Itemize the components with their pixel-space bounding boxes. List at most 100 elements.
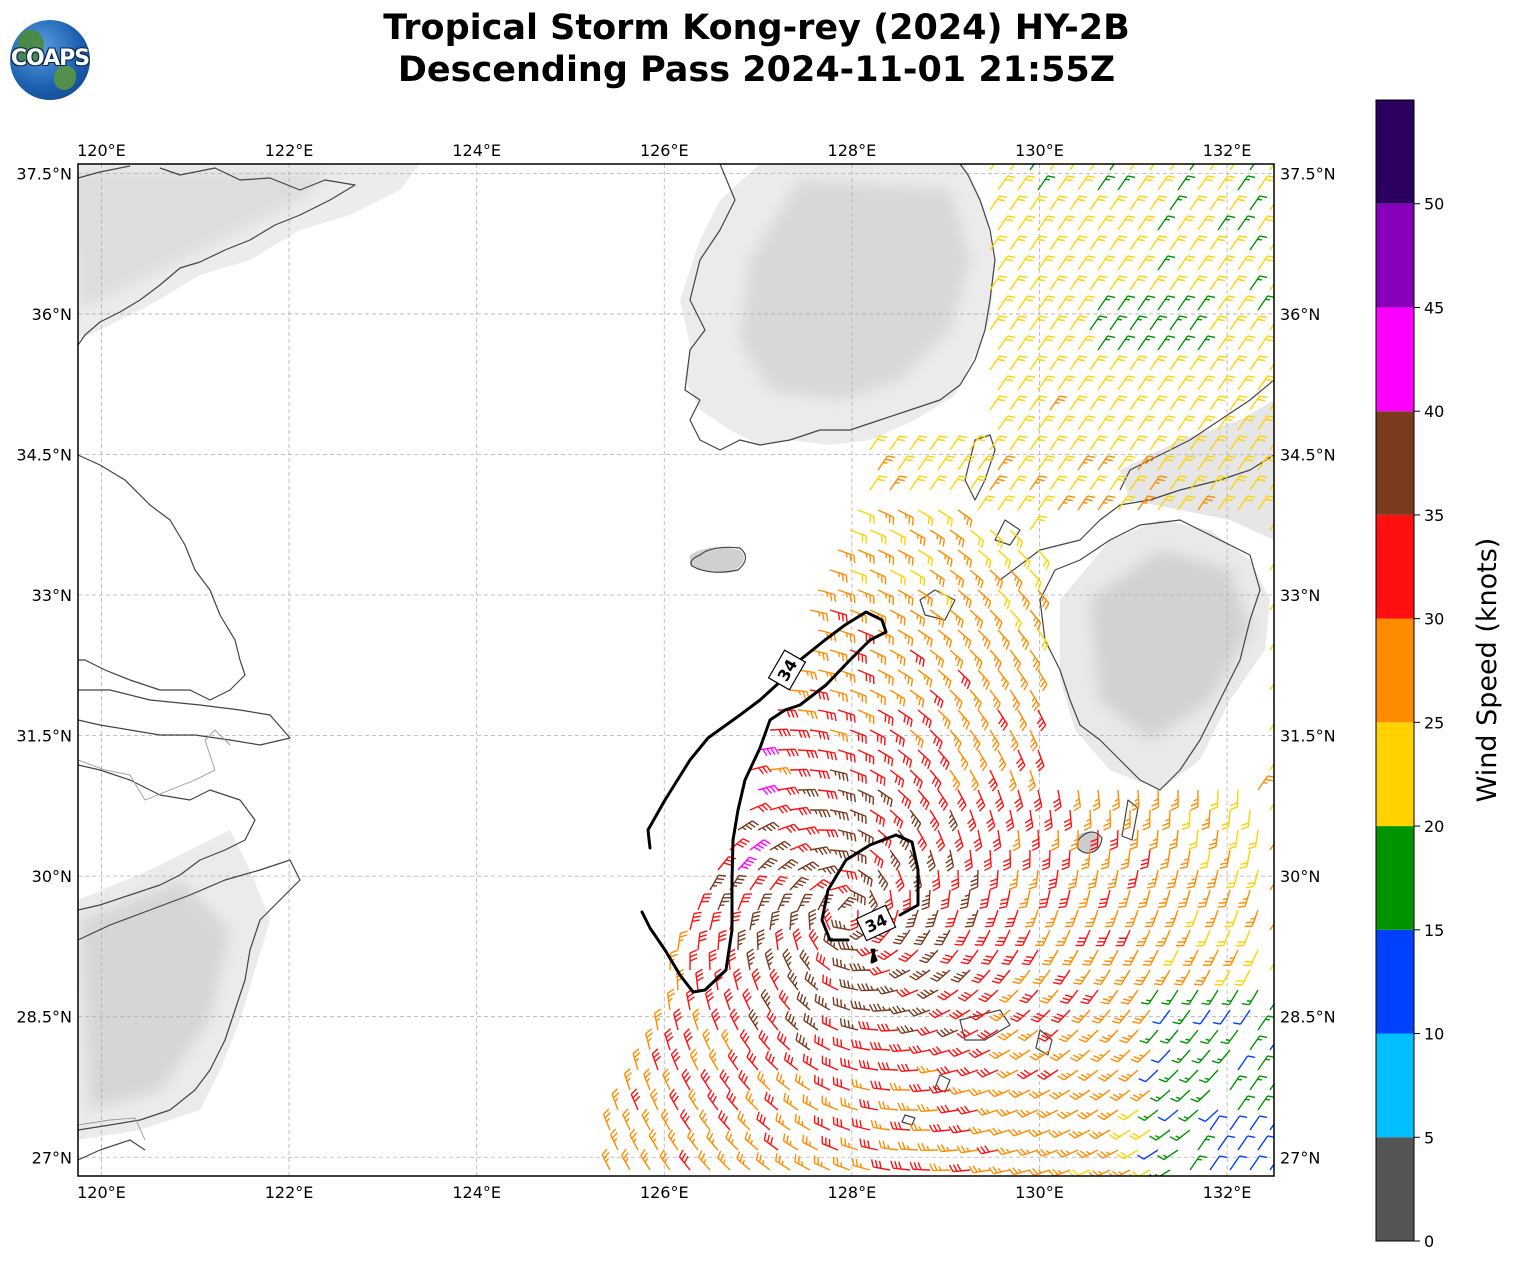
wind-barb bbox=[1109, 1089, 1131, 1102]
wind-barb bbox=[1035, 749, 1045, 772]
wind-barb bbox=[1229, 315, 1248, 331]
wind-barb bbox=[897, 1141, 919, 1151]
wind-barb bbox=[956, 1028, 979, 1039]
wind-barb bbox=[677, 930, 688, 951]
wind-barb bbox=[821, 1135, 839, 1151]
wind-barb bbox=[1077, 215, 1096, 231]
wind-barb bbox=[957, 509, 973, 528]
wind-barb bbox=[1005, 809, 1015, 832]
wind-barb bbox=[1097, 375, 1116, 391]
wind-barb bbox=[968, 1165, 991, 1174]
wind-barb bbox=[1229, 395, 1248, 411]
wind-barb bbox=[869, 849, 884, 869]
wind-barb bbox=[937, 749, 950, 771]
wind-barb bbox=[689, 911, 702, 931]
wind-barb bbox=[1029, 1049, 1051, 1061]
contour-34kt-west bbox=[640, 610, 888, 994]
wind-barb bbox=[936, 1104, 959, 1114]
wind-barb bbox=[1028, 1167, 1051, 1176]
wind-barb bbox=[789, 729, 811, 739]
wind-barb bbox=[1097, 295, 1116, 311]
wind-barb bbox=[1177, 455, 1196, 471]
wind-barb bbox=[688, 1088, 699, 1111]
wind-barb bbox=[977, 629, 991, 650]
wind-barb bbox=[1109, 275, 1128, 291]
wind-barb bbox=[789, 909, 799, 931]
lon-tick-label-top: 130°E bbox=[1015, 141, 1064, 160]
wind-barb bbox=[1069, 435, 1088, 451]
wind-barb bbox=[1161, 989, 1179, 1005]
wind-barb bbox=[1029, 275, 1048, 291]
wind-barb bbox=[957, 749, 969, 771]
wind-barb bbox=[1177, 1109, 1199, 1122]
wind-barb bbox=[1061, 849, 1071, 871]
wind-barb bbox=[1269, 995, 1274, 1011]
wind-barb bbox=[1229, 235, 1248, 251]
wind-barb bbox=[758, 1029, 771, 1051]
wind-barb bbox=[997, 1029, 1019, 1041]
wind-barb bbox=[1249, 1035, 1268, 1051]
wind-barb bbox=[1057, 255, 1076, 271]
wind-barb bbox=[1069, 395, 1088, 411]
wind-barb bbox=[813, 1155, 831, 1171]
wind-barb bbox=[1129, 395, 1148, 411]
wind-barb bbox=[766, 1009, 779, 1031]
wind-barb bbox=[1069, 1049, 1091, 1062]
wind-barb bbox=[1129, 164, 1141, 171]
wind-barb bbox=[1217, 255, 1236, 271]
wind-barb bbox=[949, 529, 965, 548]
wind-barb bbox=[989, 869, 999, 891]
wind-barb bbox=[1249, 435, 1268, 451]
wind-barb bbox=[799, 949, 811, 971]
wind-barb bbox=[1237, 495, 1256, 511]
wind-barb bbox=[1149, 435, 1168, 451]
lat-tick-label-left: 33°N bbox=[32, 586, 72, 605]
lon-tick-label-bottom: 132°E bbox=[1203, 1183, 1252, 1202]
lat-tick-label-right: 30°N bbox=[1280, 867, 1320, 886]
wind-barb bbox=[1089, 164, 1101, 171]
wind-barb bbox=[1009, 275, 1028, 291]
wind-barb bbox=[928, 1008, 951, 1019]
wind-barb bbox=[809, 879, 831, 891]
wind-barb bbox=[1157, 295, 1176, 311]
wind-barb bbox=[857, 983, 879, 992]
wind-barb bbox=[1269, 835, 1274, 851]
wind-barb bbox=[1117, 1109, 1139, 1121]
wind-barb bbox=[1027, 769, 1036, 792]
wind-barb bbox=[829, 609, 848, 623]
wind-barb bbox=[1009, 529, 1024, 550]
wind-barb bbox=[726, 1089, 739, 1111]
wind-barb bbox=[1249, 1155, 1268, 1171]
wind-barb bbox=[909, 729, 924, 749]
wind-barb bbox=[997, 455, 1016, 471]
logo-text: COAPS bbox=[10, 46, 90, 71]
wind-barb bbox=[1111, 1009, 1131, 1024]
wind-barb bbox=[1249, 195, 1268, 211]
wind-barb bbox=[1049, 355, 1068, 371]
wind-barb bbox=[1069, 195, 1088, 211]
wind-barb bbox=[1199, 1069, 1219, 1084]
wind-barb bbox=[1089, 395, 1108, 411]
wind-barb bbox=[1169, 475, 1188, 491]
wind-barb bbox=[889, 649, 906, 666]
wind-barb bbox=[1235, 929, 1251, 947]
wind-barb bbox=[744, 1131, 759, 1151]
colorbar-segment bbox=[1376, 203, 1414, 308]
wind-barb bbox=[1129, 1129, 1151, 1141]
wind-barb bbox=[989, 235, 1008, 251]
wind-barb bbox=[1181, 809, 1191, 831]
lon-tick-label-bottom: 122°E bbox=[265, 1183, 314, 1202]
lon-tick-label-bottom: 124°E bbox=[452, 1183, 501, 1202]
wind-barb bbox=[797, 826, 820, 836]
wind-barb bbox=[797, 861, 820, 872]
wind-barb bbox=[1063, 809, 1073, 832]
wind-barb bbox=[1190, 789, 1199, 811]
wind-barb bbox=[1109, 315, 1128, 331]
wind-barb bbox=[794, 1154, 811, 1171]
wind-barb bbox=[984, 909, 999, 928]
lat-tick-label-right: 27°N bbox=[1280, 1148, 1320, 1167]
wind-barb bbox=[1212, 1009, 1231, 1025]
colorbar-segment bbox=[1376, 514, 1414, 619]
wind-barb bbox=[832, 1036, 851, 1051]
wind-barb bbox=[1049, 164, 1061, 171]
